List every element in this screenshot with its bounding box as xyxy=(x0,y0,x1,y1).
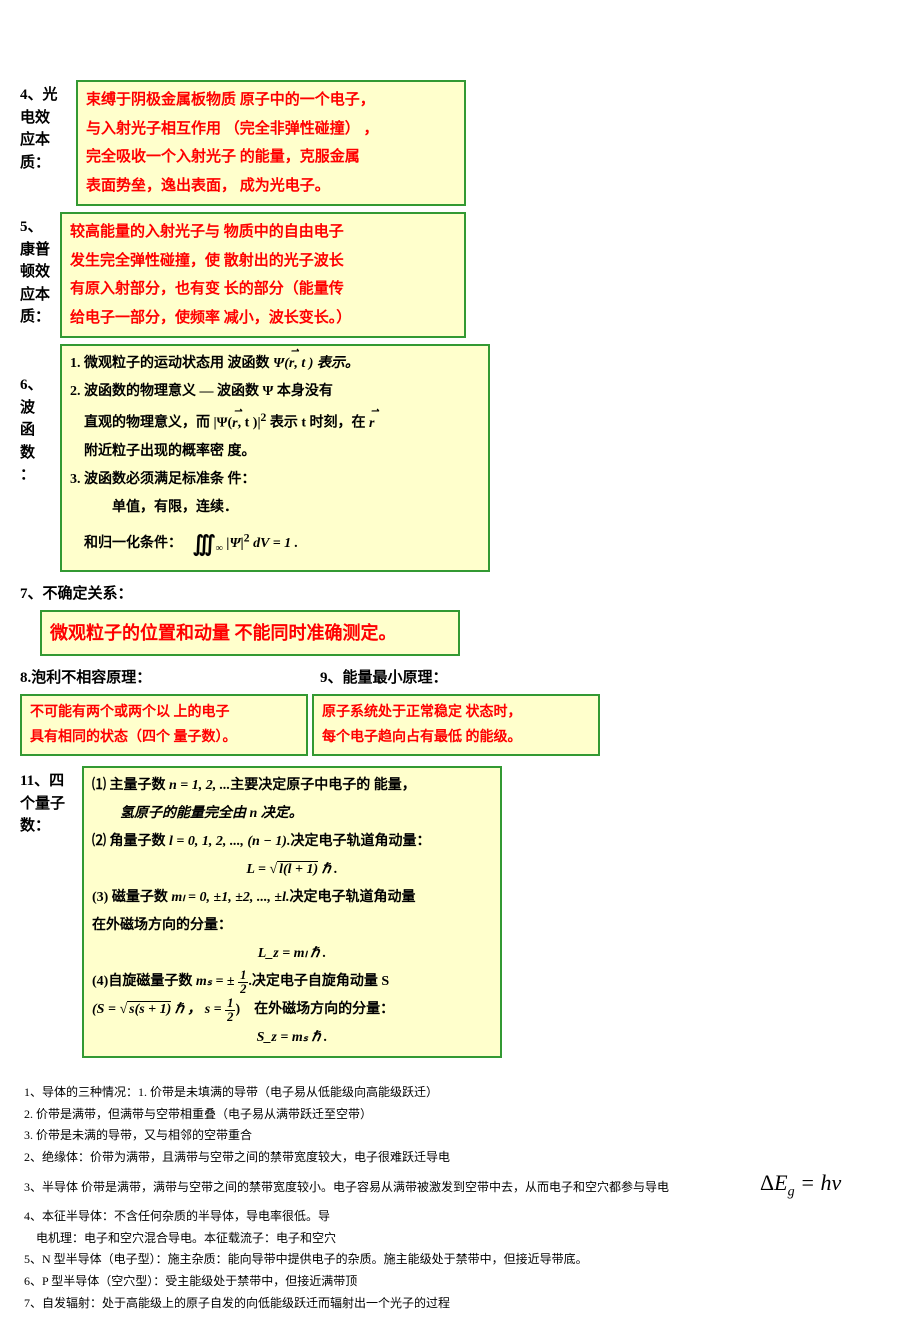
s5-line1: 较高能量的入射光子与 物质中的自由电子 xyxy=(70,218,456,247)
s4-line4: 表面势垒，逸出表面， 成为光电子。 xyxy=(86,172,456,201)
s5-line3: 有原入射部分，也有变 长的部分（能量传 xyxy=(70,275,456,304)
s9-line1: 原子系统处于正常稳定 状态时， xyxy=(322,700,590,725)
q4-line1: (4)自旋磁量子数 mₛ = ± 12.决定电子自旋角动量 S xyxy=(92,968,492,996)
section-11-row: 11、四 个量子 数： ⑴ 主量子数 n = 1, 2, ...主要决定原子中电… xyxy=(20,766,900,1058)
s5-line4: 给电子一部分，使频率 减小，波长变长。） xyxy=(70,304,456,333)
q2-formula: L = l(l + 1) ℏ . xyxy=(92,856,492,884)
q4-line2: (S = s(s + 1) ℏ ， s = 12) 在外磁场方向的分量： xyxy=(92,996,492,1024)
s6-line5: 3. 波函数必须满足标准条 件： xyxy=(70,466,480,494)
s6-line2: 2. 波函数的物理意义 — 波函数 Ψ 本身没有 xyxy=(70,378,480,406)
q2-line1: ⑵ 角量子数 l = 0, 1, 2, ..., (n − 1).决定电子轨道角… xyxy=(92,828,492,856)
section-4-label: 4、光 电效 应本 质： xyxy=(20,80,76,206)
q3-line1: (3) 磁量子数 mₗ = 0, ±1, ±2, ..., ±l.决定电子轨道角… xyxy=(92,884,492,912)
s4-line3: 完全吸收一个入射光子 的能量，克服金属 xyxy=(86,143,456,172)
s5-line2: 发生完全弹性碰撞，使 散射出的光子波长 xyxy=(70,247,456,276)
section-5-label: 5、 康普 顿效 应本 质： xyxy=(20,212,60,338)
q1-line2: 氢原子的能量完全由 n 决定。 xyxy=(92,800,492,828)
footer-line-8: 电机理：电子和空穴混合导电。本征载流子：电子和空穴 xyxy=(20,1228,900,1250)
q3-line2: 在外磁场方向的分量： xyxy=(92,912,492,940)
section-11-box: ⑴ 主量子数 n = 1, 2, ...主要决定原子中电子的 能量， 氢原子的能… xyxy=(82,766,502,1058)
section-8-heading: 8.泡利不相容原理： xyxy=(20,662,320,694)
section-4-row: 4、光 电效 应本 质： 束缚于阴极金属板物质 原子中的一个电子， 与入射光子相… xyxy=(20,80,900,206)
footer-line-0: 1、导体的三种情况：1. 价带是未填满的导带（电子易从低能级向高能级跃迁） xyxy=(20,1082,900,1104)
section-4-box: 束缚于阴极金属板物质 原子中的一个电子， 与入射光子相互作用 （完全非弹性碰撞）… xyxy=(76,80,466,206)
footer-line-11: 7、自发辐射：处于高能级上的原子自发的向低能级跃迁而辐射出一个光子的过程 xyxy=(20,1293,900,1315)
footer-line-3: 2、绝缘体：价带为满带，且满带与空带之间的禁带宽度较大，电子很难跃迁导电 xyxy=(20,1147,900,1169)
q3-formula: L_z = mₗ ℏ . xyxy=(92,940,492,968)
section-7-heading: 7、不确定关系： xyxy=(20,578,900,610)
footer-line-9: 5、N 型半导体（电子型）：施主杂质：能向导带中提供电子的杂质。施主能级处于禁带… xyxy=(20,1249,900,1271)
s6-line3: 直观的物理意义，而 |Ψ(r, t )|2 表示 t 时刻，在 r xyxy=(70,406,480,438)
s4-line2: 与入射光子相互作用 （完全非弹性碰撞） ， xyxy=(86,115,456,144)
section-8-9-headings: 8.泡利不相容原理： 9、能量最小原理： xyxy=(20,662,900,694)
footer-line-2: 3. 价带是未满的导带，又与相邻的空带重合 xyxy=(20,1125,900,1147)
s6-line1: 1. 微观粒子的运动状态用 波函数 Ψ(r, t ) 表示。 xyxy=(70,350,480,378)
section-6-label: 6、 波 函 数 ： xyxy=(20,344,60,572)
section-5-box: 较高能量的入射光子与 物质中的自由电子 发生完全弹性碰撞，使 散射出的光子波长 … xyxy=(60,212,466,338)
footer-line-10: 6、P 型半导体（空穴型）：受主能级处于禁带中，但接近满带顶 xyxy=(20,1271,900,1293)
s6-line4: 附近粒子出现的概率密 度。 xyxy=(70,438,480,466)
section-11-label: 11、四 个量子 数： xyxy=(20,766,82,1058)
section-8-box: 不可能有两个或两个以 上的电子 具有相同的状态（四个 量子数）。 xyxy=(20,694,308,756)
s8-line1: 不可能有两个或两个以 上的电子 xyxy=(30,700,298,725)
q1-line1: ⑴ 主量子数 n = 1, 2, ...主要决定原子中电子的 能量， xyxy=(92,772,492,800)
s9-line2: 每个电子趋向占有最低 的能级。 xyxy=(322,725,590,750)
section-6-row: 6、 波 函 数 ： 1. 微观粒子的运动状态用 波函数 Ψ(r, t ) 表示… xyxy=(20,344,900,572)
s6-line6: 单值，有限，连续． xyxy=(70,494,480,522)
s6-line7: 和归一化条件： ∭∞ |Ψ|2 dV = 1 . xyxy=(70,522,480,566)
bandgap-equation: ΔEg = hν xyxy=(760,1170,841,1200)
section-9-box: 原子系统处于正常稳定 状态时， 每个电子趋向占有最低 的能级。 xyxy=(312,694,600,756)
footer-line-1: 2. 价带是满带，但满带与空带相重叠（电子易从满带跃迁至空带） xyxy=(20,1104,900,1126)
s8-line2: 具有相同的状态（四个 量子数）。 xyxy=(30,725,298,750)
section-6-box: 1. 微观粒子的运动状态用 波函数 Ψ(r, t ) 表示。 2. 波函数的物理… xyxy=(60,344,490,572)
section-5-row: 5、 康普 顿效 应本 质： 较高能量的入射光子与 物质中的自由电子 发生完全弹… xyxy=(20,212,900,338)
section-7-box: 微观粒子的位置和动量 不能同时准确测定。 xyxy=(40,610,460,656)
section-8-9-boxes: 不可能有两个或两个以 上的电子 具有相同的状态（四个 量子数）。 原子系统处于正… xyxy=(20,694,900,756)
q4-formula: S_z = mₛ ℏ . xyxy=(92,1024,492,1052)
section-9-heading: 9、能量最小原理： xyxy=(320,662,448,694)
s4-line1: 束缚于阴极金属板物质 原子中的一个电子， xyxy=(86,86,456,115)
footer-line-7: 4、本征半导体：不含任何杂质的半导体，导电率很低。导 xyxy=(20,1206,900,1228)
